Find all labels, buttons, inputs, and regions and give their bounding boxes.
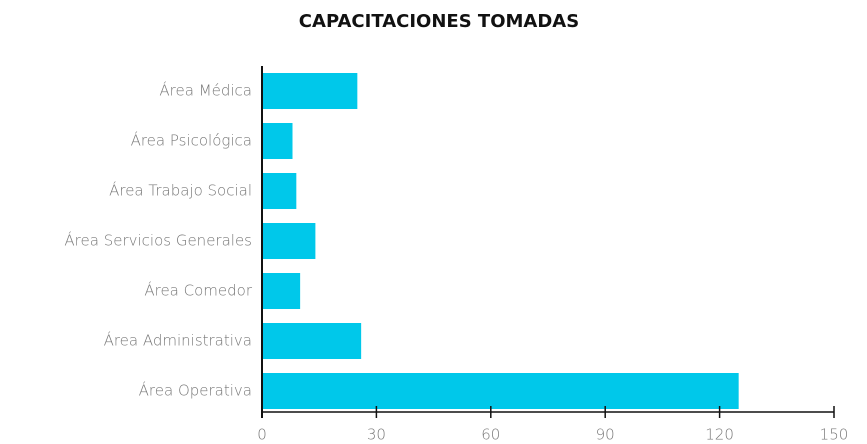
x-tick-label: 120 bbox=[705, 426, 734, 444]
bar bbox=[262, 373, 739, 409]
y-tick-label: Área Administrativa bbox=[104, 331, 252, 350]
y-tick-label: Área Psicológica bbox=[131, 131, 252, 150]
x-tick-label: 60 bbox=[481, 426, 500, 444]
x-tick-label: 0 bbox=[257, 426, 267, 444]
y-tick-label: Área Comedor bbox=[144, 281, 252, 300]
y-tick-label: Área Operativa bbox=[139, 381, 252, 400]
bar bbox=[262, 173, 297, 209]
y-tick-label: Área Servicios Generales bbox=[64, 231, 252, 250]
y-tick-label: Área Médica bbox=[159, 81, 252, 100]
bar bbox=[262, 123, 293, 159]
y-tick-label: Área Trabajo Social bbox=[109, 181, 252, 200]
bar bbox=[262, 73, 358, 109]
x-tick-label: 30 bbox=[367, 426, 386, 444]
chart-title: CAPACITACIONES TOMADAS bbox=[299, 11, 579, 32]
bar bbox=[262, 323, 362, 359]
bar bbox=[262, 223, 316, 259]
x-tick-label: 90 bbox=[596, 426, 615, 444]
x-tick-label: 150 bbox=[820, 426, 849, 444]
bar bbox=[262, 273, 301, 309]
